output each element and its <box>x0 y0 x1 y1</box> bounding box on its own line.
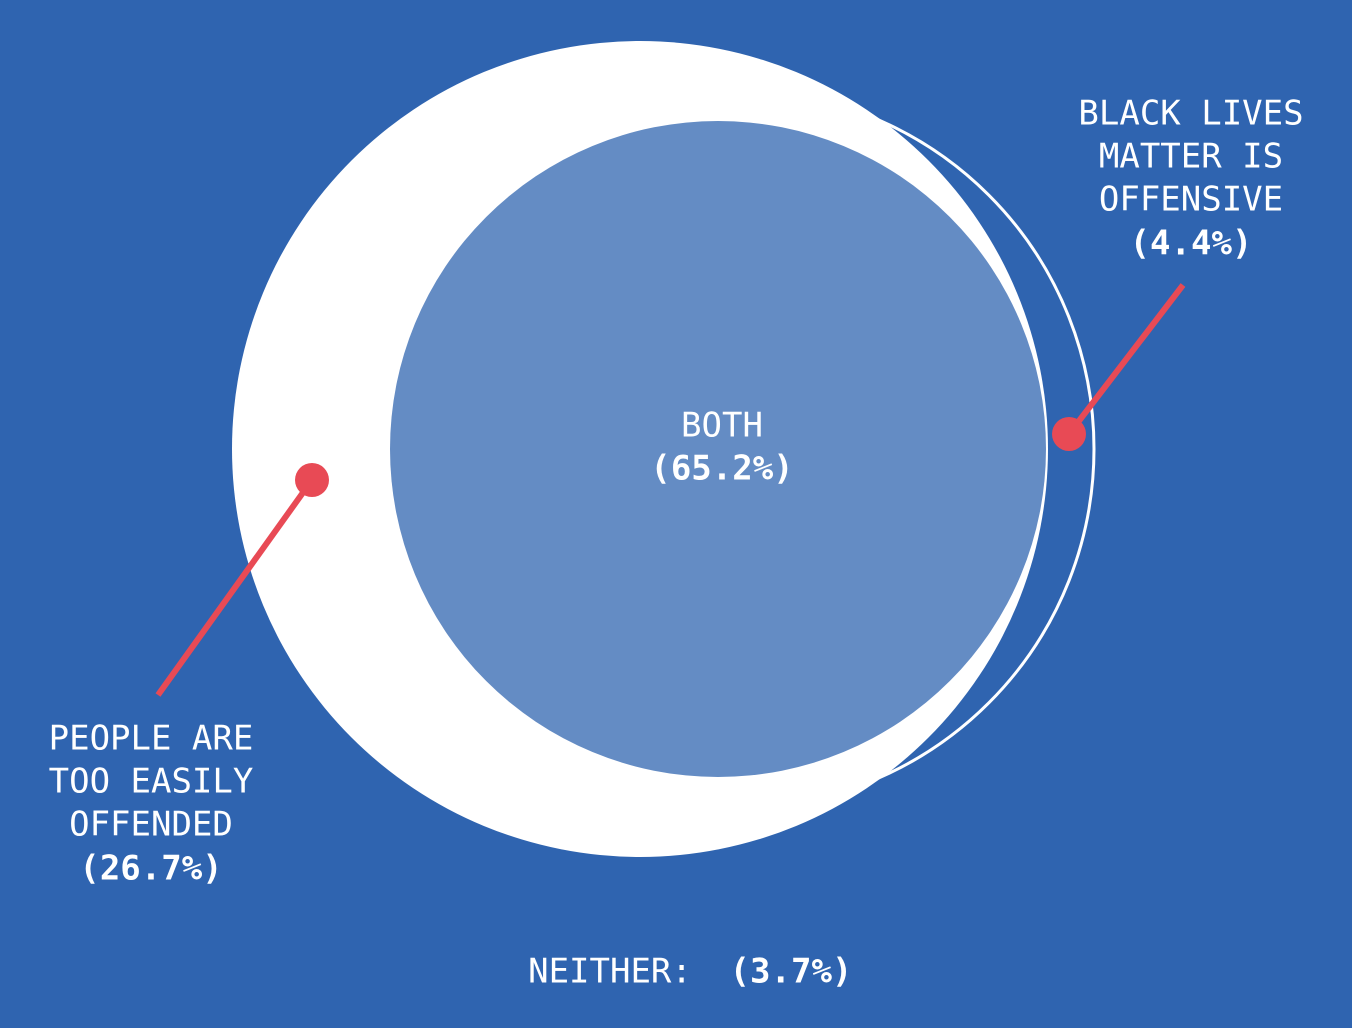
region-value: (65.2%) <box>650 449 793 489</box>
region-value: (26.7%) <box>79 849 222 889</box>
pointer-dot <box>295 463 329 497</box>
region-value: (4.4%) <box>1130 224 1253 264</box>
blm-offensive-circle <box>374 88 1096 810</box>
pointer-dot <box>1052 417 1086 451</box>
neither-label: NEITHER: <box>528 952 692 992</box>
region-label: BLACK LIVES <box>1078 94 1303 134</box>
region-label: TOO EASILY <box>49 762 254 802</box>
pointer-line <box>1066 283 1186 436</box>
region-label: BOTH <box>681 406 763 446</box>
neither-value: (3.7%) <box>730 952 853 992</box>
pointer-line <box>155 478 315 697</box>
region-label: OFFENSIVE <box>1099 180 1283 220</box>
region-label: OFFENDED <box>69 805 233 845</box>
region-label: PEOPLE ARE <box>49 719 254 759</box>
both-region <box>390 121 1046 777</box>
region-label: MATTER IS <box>1099 137 1283 177</box>
